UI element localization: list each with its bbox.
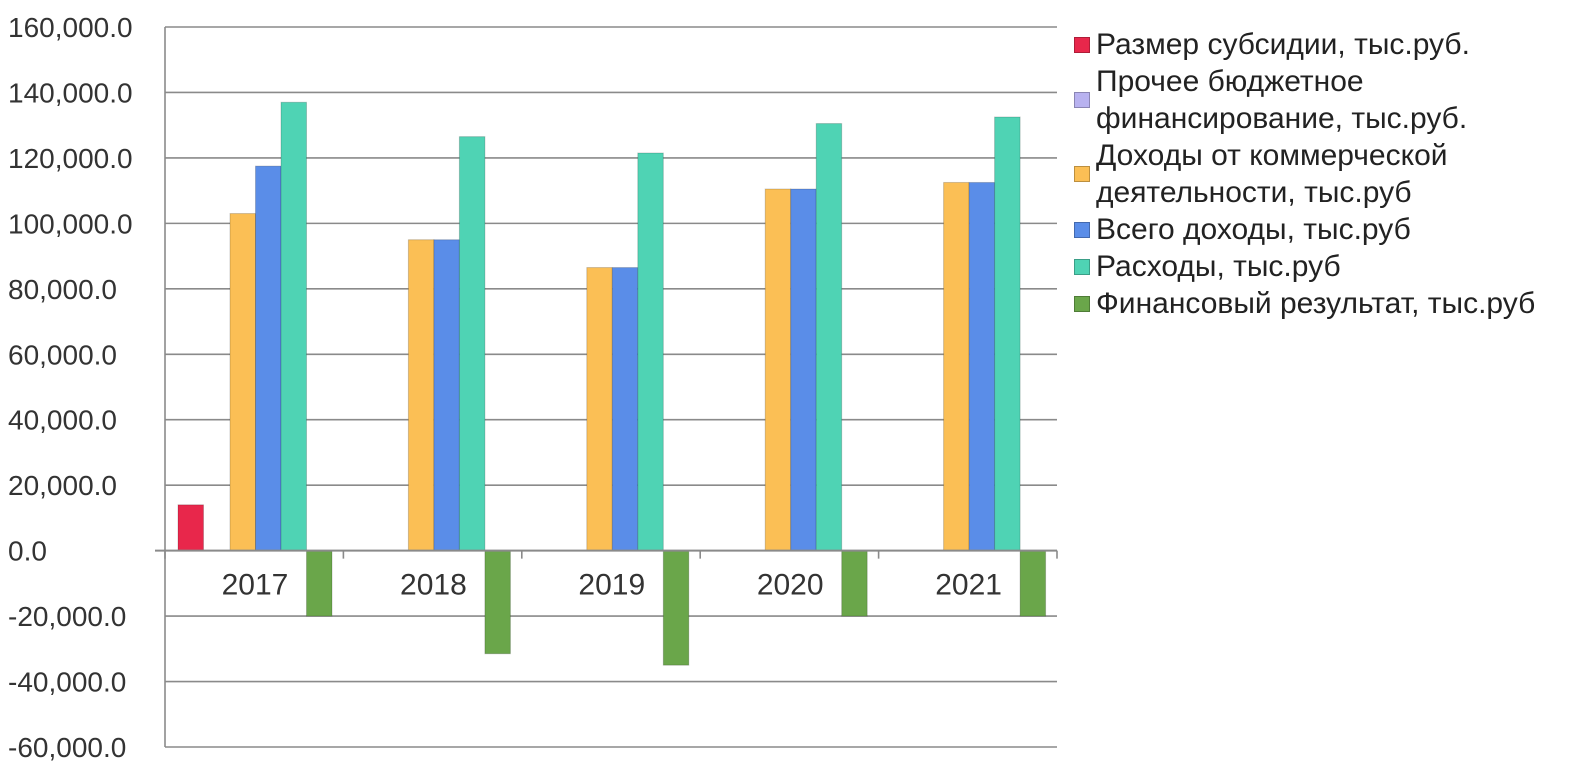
bar: [764, 188, 792, 552]
y-tick-label: 80,000.0: [8, 274, 117, 305]
legend-label: Доходы от коммерческой деятельности, тыс…: [1096, 139, 1448, 209]
bar: [229, 213, 256, 552]
bar: [280, 101, 307, 552]
legend-item: Всего доходы, тыс.руб: [1074, 211, 1570, 248]
bar: [255, 165, 282, 552]
bar: [841, 550, 868, 617]
y-tick-label: 160,000.0: [8, 12, 133, 43]
y-tick-label: 40,000.0: [8, 405, 117, 436]
legend-item: Размер субсидии, тыс.руб.: [1074, 26, 1570, 63]
bar: [943, 181, 970, 552]
legend-label: Размер субсидии, тыс.руб.: [1096, 28, 1470, 61]
legend-swatch: [1074, 166, 1090, 182]
legend-item: Финансовый результат, тыс.руб: [1074, 285, 1570, 322]
legend-label: Финансовый результат, тыс.руб: [1096, 287, 1536, 320]
bar: [484, 550, 511, 655]
y-tick-label: 0.0: [8, 536, 47, 567]
legend-swatch: [1074, 258, 1090, 275]
legend-item: Расходы, тыс.руб: [1074, 248, 1570, 285]
bar: [1019, 550, 1047, 617]
x-tick-label: 2021: [935, 569, 1002, 602]
legend-item: Доходы от коммерческой деятельности, тыс…: [1074, 137, 1570, 211]
chart-legend: Размер субсидии, тыс.руб. Прочее бюджетно…: [1074, 26, 1570, 322]
legend-label: Расходы, тыс.руб: [1096, 250, 1341, 283]
legend-swatch: [1074, 221, 1090, 238]
bar: [637, 152, 664, 552]
bar: [458, 136, 486, 552]
y-tick-label: 60,000.0: [8, 339, 117, 370]
bar: [586, 267, 613, 552]
x-tick-label: 2018: [400, 569, 467, 602]
bar: [815, 123, 843, 552]
y-tick-label: -20,000.0: [8, 601, 126, 632]
bar: [306, 550, 333, 617]
bar: [790, 188, 817, 552]
bar: [662, 550, 690, 666]
legend-swatch: [1074, 92, 1090, 108]
y-tick-label: 100,000.0: [8, 208, 133, 239]
legend-label: Всего доходы, тыс.руб: [1096, 213, 1411, 246]
x-tick-label: 2019: [578, 569, 645, 602]
legend-swatch: [1074, 295, 1090, 312]
y-tick-label: -60,000.0: [8, 732, 126, 763]
x-tick-label: 2020: [757, 569, 824, 602]
x-tick-label: 2017: [222, 569, 289, 602]
legend-swatch: [1074, 36, 1090, 53]
bar: [433, 239, 460, 552]
bar: [611, 267, 639, 552]
bar: [407, 239, 435, 552]
chart-plot: 160,000.0 140,000.0 120,000.0 100,000.0 80,0…: [8, 12, 1058, 763]
y-tick-label: 120,000.0: [8, 143, 133, 174]
y-tick-label: -40,000.0: [8, 667, 126, 698]
y-tick-label: 140,000.0: [8, 77, 133, 108]
bar: [994, 116, 1021, 552]
bar: [968, 181, 996, 552]
legend-item: Прочее бюджетное финансирование, тыс.руб…: [1074, 63, 1570, 137]
legend-label: Прочее бюджетное финансирование, тыс.руб…: [1096, 65, 1468, 135]
bar: [177, 504, 204, 552]
y-tick-label: 20,000.0: [8, 470, 117, 501]
